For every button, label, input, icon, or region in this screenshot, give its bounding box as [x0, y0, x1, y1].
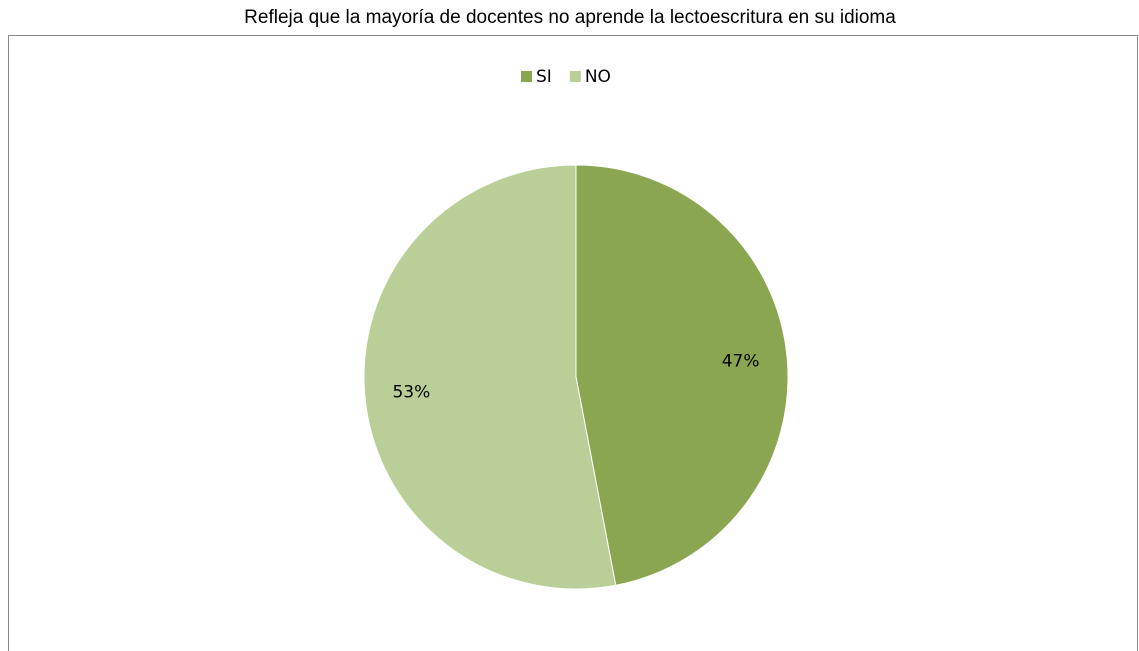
data-label: 47%	[722, 351, 760, 371]
chart-frame	[8, 35, 1138, 651]
legend-swatch	[521, 71, 532, 82]
legend-swatch	[569, 71, 581, 82]
chart-title: Refleja que la mayoría de docentes no ap…	[244, 7, 896, 28]
pie-slice	[363, 164, 617, 590]
legend-label: SI	[536, 67, 552, 87]
pie-slice	[575, 164, 789, 586]
data-label: 53%	[392, 383, 430, 403]
legend-label: NO	[585, 67, 611, 87]
